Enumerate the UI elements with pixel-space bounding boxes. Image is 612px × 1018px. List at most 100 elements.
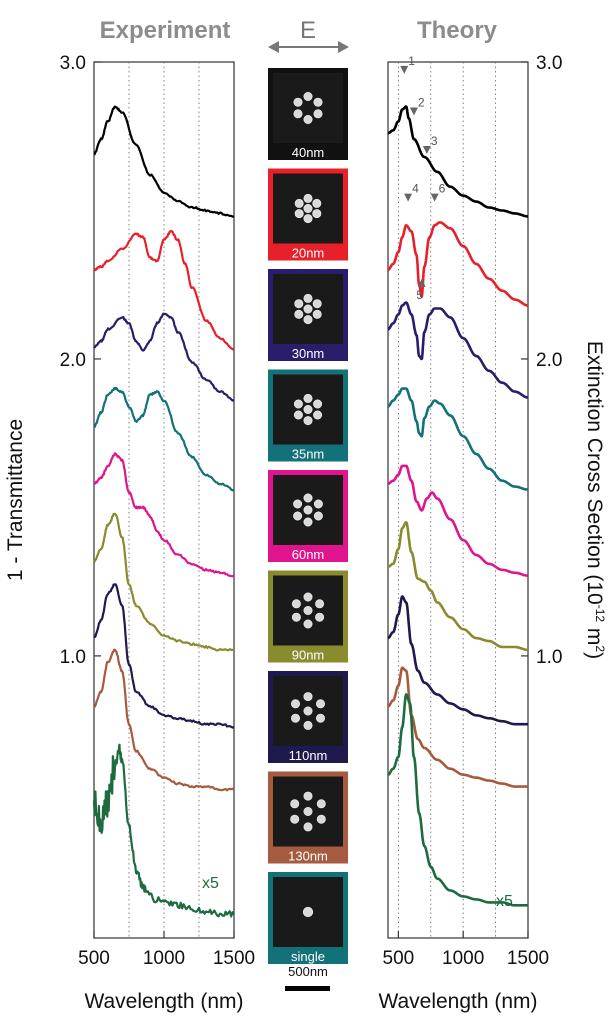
experiment-series-5 (93, 512, 235, 652)
nanoparticle (316, 799, 326, 809)
experiment-series-4 (93, 452, 235, 578)
sem-tile-3: 35nm (268, 369, 348, 462)
theory-xtick-label-1: 1000 (442, 948, 484, 969)
theory-plot-frame (387, 61, 529, 939)
nanoparticle (290, 699, 300, 709)
sem-tile-5: 90nm (268, 570, 348, 663)
theory-marker-5 (417, 278, 426, 287)
nanoparticle (303, 193, 313, 203)
sem-tile-label: 130nm (288, 849, 328, 864)
sem-tile-6: 110nm (268, 671, 348, 763)
nanoparticle (303, 115, 313, 125)
nanoparticle (303, 404, 313, 414)
nanoparticle (303, 791, 313, 801)
nanoparticle (294, 299, 304, 309)
sem-tile-1: 20nm (268, 168, 348, 261)
nanoparticle (293, 399, 303, 409)
theory-ylabel-close: ) (583, 652, 606, 659)
theory-ylabel-main: Extinction Cross Section (10 (583, 341, 606, 605)
sem-tile-label: 60nm (292, 547, 325, 562)
sem-tile-label: 110nm (289, 748, 328, 763)
nanoparticle (312, 209, 322, 219)
nanoparticle (303, 822, 313, 832)
experiment-ytick-label-2: 3.0 (60, 53, 86, 74)
experiment-xlabel: Wavelength (nm) (84, 990, 243, 1013)
theory-ytick-label-0: 1.0 (536, 647, 562, 668)
nanoparticle (315, 699, 325, 709)
theory-series-3 (387, 387, 529, 491)
theory-panel: 1 2 3 4 6 5 500 1000 1500 1.0 2.0 3.0 x5 Wavelengt… (378, 53, 607, 1013)
nanoparticle (312, 299, 322, 309)
theory-marker-label-1: 2 (418, 95, 425, 109)
theory-marker-2 (422, 146, 431, 155)
experiment-ylabel: 1 - Transmittance (4, 419, 27, 581)
nanoparticle (303, 204, 313, 214)
theory-marker-label-3: 4 (412, 182, 419, 196)
nanoparticle (313, 511, 323, 521)
experiment-series-1 (93, 229, 235, 351)
field-label: E (300, 17, 316, 44)
nanoparticle (315, 599, 325, 609)
nanoparticle (315, 612, 325, 622)
nanoparticle (313, 97, 323, 107)
nanoparticle (303, 304, 313, 314)
experiment-xtick-label-0: 500 (78, 948, 110, 969)
sem-tile-label: 35nm (292, 447, 325, 462)
sem-tile-label: 40nm (292, 145, 325, 160)
theory-marker-4 (430, 193, 439, 202)
theory-marker-label-0: 1 (408, 54, 415, 68)
nanoparticle (303, 806, 313, 816)
experiment-series-3 (93, 386, 235, 492)
nanoparticle (303, 92, 313, 102)
nanoparticle (302, 906, 314, 918)
nanoparticle (303, 706, 313, 716)
nanoparticle (303, 293, 313, 303)
nanoparticle (303, 692, 313, 702)
nanoparticle (303, 315, 313, 325)
theory-ylabel: Extinction Cross Section (10-12 m2) (583, 341, 607, 659)
theory-series-1 (387, 221, 529, 307)
nanoparticle (303, 493, 313, 503)
experiment-x5-note: x5 (202, 875, 219, 892)
theory-series-0 (387, 105, 529, 218)
theory-marker-3 (404, 193, 413, 202)
sem-tile-8: single (268, 872, 348, 964)
nanoparticle (315, 713, 325, 723)
experiment-xtick-label-1: 1000 (143, 948, 185, 969)
theory-ylabel-unit: m (583, 622, 606, 645)
nanoparticle (293, 499, 303, 509)
sem-tile-label: 90nm (292, 648, 325, 663)
sem-tile-label: 20nm (292, 246, 325, 261)
sem-tile-2: 30nm (268, 269, 348, 361)
theory-ylabel-exp: -12 (593, 605, 607, 623)
sem-tile-7: 130nm (268, 771, 348, 864)
nanoparticle (290, 799, 300, 809)
experiment-series-2 (93, 312, 234, 402)
nanoparticle (293, 410, 303, 420)
nanoparticle (303, 393, 313, 403)
nanoparticle (293, 511, 303, 521)
nanoparticle (294, 309, 304, 319)
experiment-series-0 (93, 105, 235, 218)
nanoparticle (291, 612, 301, 622)
theory-series-2 (387, 301, 529, 399)
nanoparticle (312, 309, 322, 319)
theory-series-4 (387, 464, 529, 577)
experiment-ytick-label-0: 1.0 (60, 647, 86, 668)
theory-x5-note: x5 (496, 893, 513, 910)
theory-xtick-label-0: 500 (383, 948, 415, 969)
sem-tile-label: 30nm (292, 346, 325, 361)
sem-tile-label: single (291, 949, 325, 964)
theory-marker-1 (409, 107, 418, 116)
sem-tile-4: 60nm (268, 470, 348, 562)
nanoparticle (290, 814, 300, 824)
nanoparticle (293, 109, 303, 119)
experiment-xtick-label-2: 1500 (213, 948, 255, 969)
nanoparticle (290, 713, 300, 723)
field-arrow-icon (268, 41, 349, 53)
nanoparticle (303, 517, 313, 527)
theory-series-7 (387, 666, 529, 788)
nanoparticle (303, 720, 313, 730)
